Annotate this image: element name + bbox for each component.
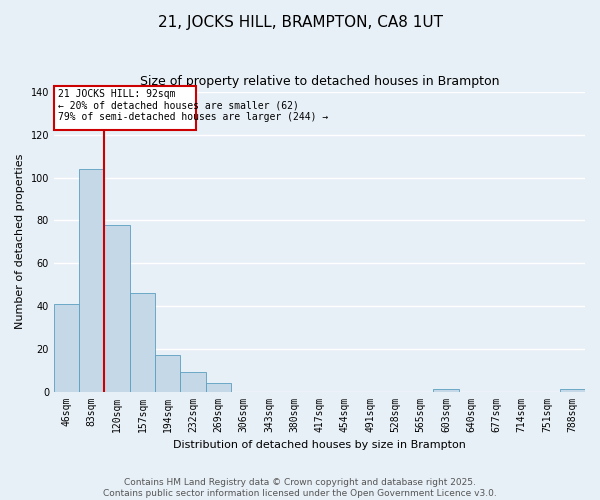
Text: 79% of semi-detached houses are larger (244) →: 79% of semi-detached houses are larger (…: [58, 112, 328, 122]
Bar: [104, 224, 130, 392]
Text: 21, JOCKS HILL, BRAMPTON, CA8 1UT: 21, JOCKS HILL, BRAMPTON, CA8 1UT: [157, 15, 443, 30]
Title: Size of property relative to detached houses in Brampton: Size of property relative to detached ho…: [140, 75, 499, 88]
X-axis label: Distribution of detached houses by size in Brampton: Distribution of detached houses by size …: [173, 440, 466, 450]
Bar: [560, 390, 585, 392]
Bar: [130, 293, 155, 392]
Text: Contains HM Land Registry data © Crown copyright and database right 2025.
Contai: Contains HM Land Registry data © Crown c…: [103, 478, 497, 498]
Bar: [433, 390, 458, 392]
Bar: [54, 304, 79, 392]
Bar: [55, 86, 196, 130]
Y-axis label: Number of detached properties: Number of detached properties: [15, 154, 25, 330]
Bar: [79, 169, 104, 392]
Bar: [181, 372, 206, 392]
Bar: [155, 355, 181, 392]
Bar: [206, 383, 231, 392]
Text: 21 JOCKS HILL: 92sqm: 21 JOCKS HILL: 92sqm: [58, 88, 176, 99]
Text: ← 20% of detached houses are smaller (62): ← 20% of detached houses are smaller (62…: [58, 100, 299, 110]
